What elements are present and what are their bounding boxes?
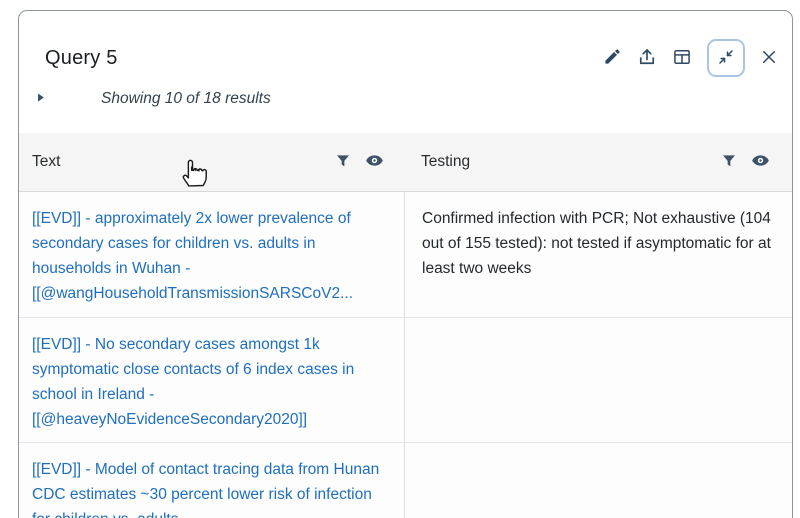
collapse-button[interactable] [707,39,745,77]
cell-testing: Confirmed infection with PCR; Not exhaus… [404,192,792,317]
filter-icon [721,153,737,172]
expand-results-button[interactable] [29,89,51,109]
result-link[interactable]: [[EVD]] - No secondary cases amongst 1k … [32,336,355,428]
column-header-text[interactable]: Text [19,133,404,191]
table-icon [672,47,692,70]
edit-button[interactable] [603,47,622,69]
cell-testing [404,443,792,518]
visibility-button[interactable] [751,151,770,173]
results-summary-row: Showing 10 of 18 results [19,87,792,111]
export-button[interactable] [637,47,657,70]
filter-button[interactable] [721,153,737,172]
filter-button[interactable] [335,153,351,172]
card-header: Query 5 [19,11,792,79]
filter-icon [335,153,351,172]
query-card: Query 5 [18,10,793,518]
table-header: Text Testing [19,133,792,192]
column-header-testing[interactable]: Testing [404,133,792,191]
close-icon [760,48,778,69]
visibility-button[interactable] [365,151,384,173]
toolbar [603,39,778,77]
page-title: Query 5 [45,46,118,69]
table-body: [[EVD]] - approximately 2x lower prevale… [19,192,792,518]
table-view-button[interactable] [672,47,692,70]
table-row: [[EVD]] - No secondary cases amongst 1k … [19,317,792,442]
upload-icon [637,47,657,70]
eye-icon [365,151,384,173]
cell-testing [404,318,792,442]
close-button[interactable] [760,48,778,69]
triangle-right-icon [34,91,47,107]
pencil-icon [603,47,622,69]
table-row: [[EVD]] - approximately 2x lower prevale… [19,192,792,317]
cell-text: [[EVD]] - No secondary cases amongst 1k … [19,318,404,442]
results-summary-text: Showing 10 of 18 results [101,90,271,107]
column-label: Text [32,153,61,170]
result-link[interactable]: [[EVD]] - approximately 2x lower prevale… [32,210,353,302]
column-label: Testing [421,153,471,170]
cell-text: [[EVD]] - Model of contact tracing data … [19,443,404,518]
table-row: [[EVD]] - Model of contact tracing data … [19,442,792,518]
collapse-arrows-icon [717,48,735,69]
result-link[interactable]: [[EVD]] - Model of contact tracing data … [32,461,380,518]
cell-text: [[EVD]] - approximately 2x lower prevale… [19,192,404,317]
eye-icon [751,151,770,173]
